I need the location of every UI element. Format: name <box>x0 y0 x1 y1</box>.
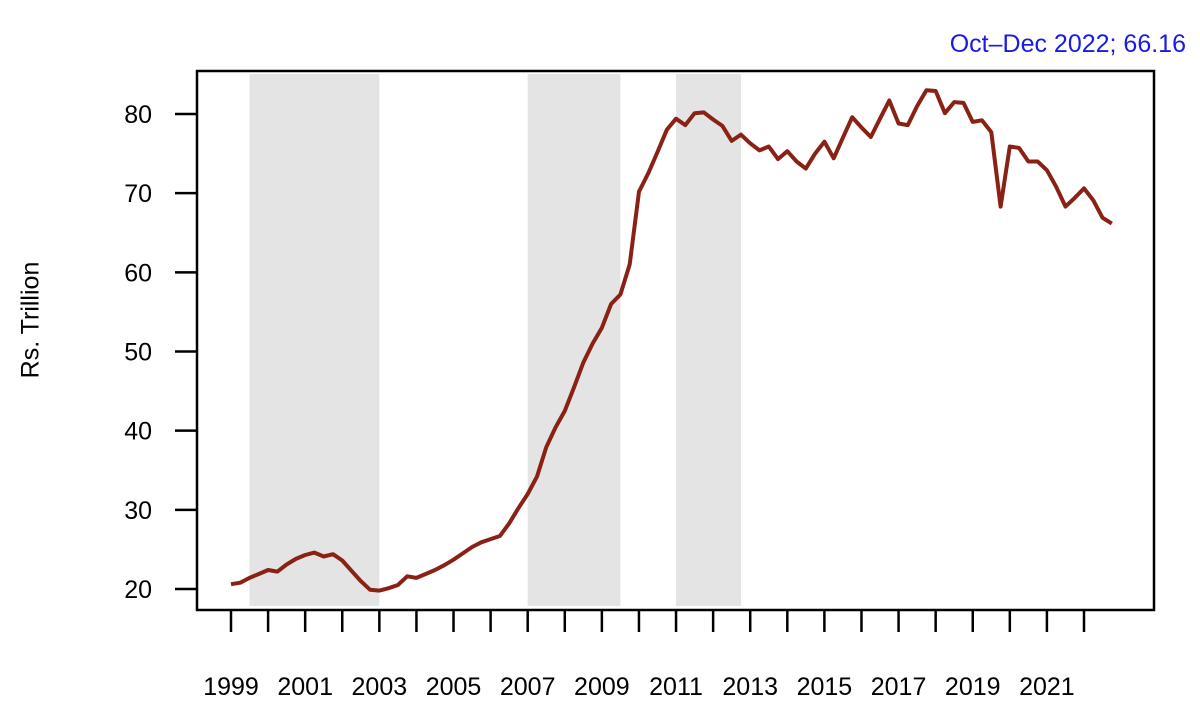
shaded-band <box>249 74 380 606</box>
x-tick-label: 2019 <box>945 673 1001 701</box>
x-tick-label: 2013 <box>722 673 778 701</box>
y-axis-title: Rs. Trillion <box>16 261 45 379</box>
x-tick-label: 2005 <box>426 673 482 701</box>
x-tick-label: 2021 <box>1019 673 1075 701</box>
x-tick-label: 2011 <box>649 673 703 701</box>
x-tick-label: 2007 <box>500 673 556 701</box>
y-tick-label: 50 <box>124 338 152 366</box>
shaded-band <box>676 74 741 606</box>
x-tick-label: 2003 <box>352 673 408 701</box>
data-line <box>230 88 1113 593</box>
y-tick-label: 80 <box>124 101 152 129</box>
x-tick-label: 2009 <box>574 673 630 701</box>
y-tick-label: 60 <box>124 259 152 287</box>
latest-value-annotation: Oct–Dec 2022; 66.16 <box>949 30 1186 58</box>
y-tick-label: 40 <box>124 418 152 446</box>
x-tick-label: 1999 <box>203 673 259 701</box>
y-tick-label: 20 <box>124 576 152 604</box>
shaded-band <box>527 74 621 606</box>
x-tick-label: 2001 <box>277 673 333 701</box>
plot-frame <box>195 69 1156 612</box>
x-tick-label: 2015 <box>797 673 853 701</box>
y-tick-label: 70 <box>124 180 152 208</box>
y-tick-label: 30 <box>124 497 152 525</box>
x-tick-label: 2017 <box>871 673 927 701</box>
